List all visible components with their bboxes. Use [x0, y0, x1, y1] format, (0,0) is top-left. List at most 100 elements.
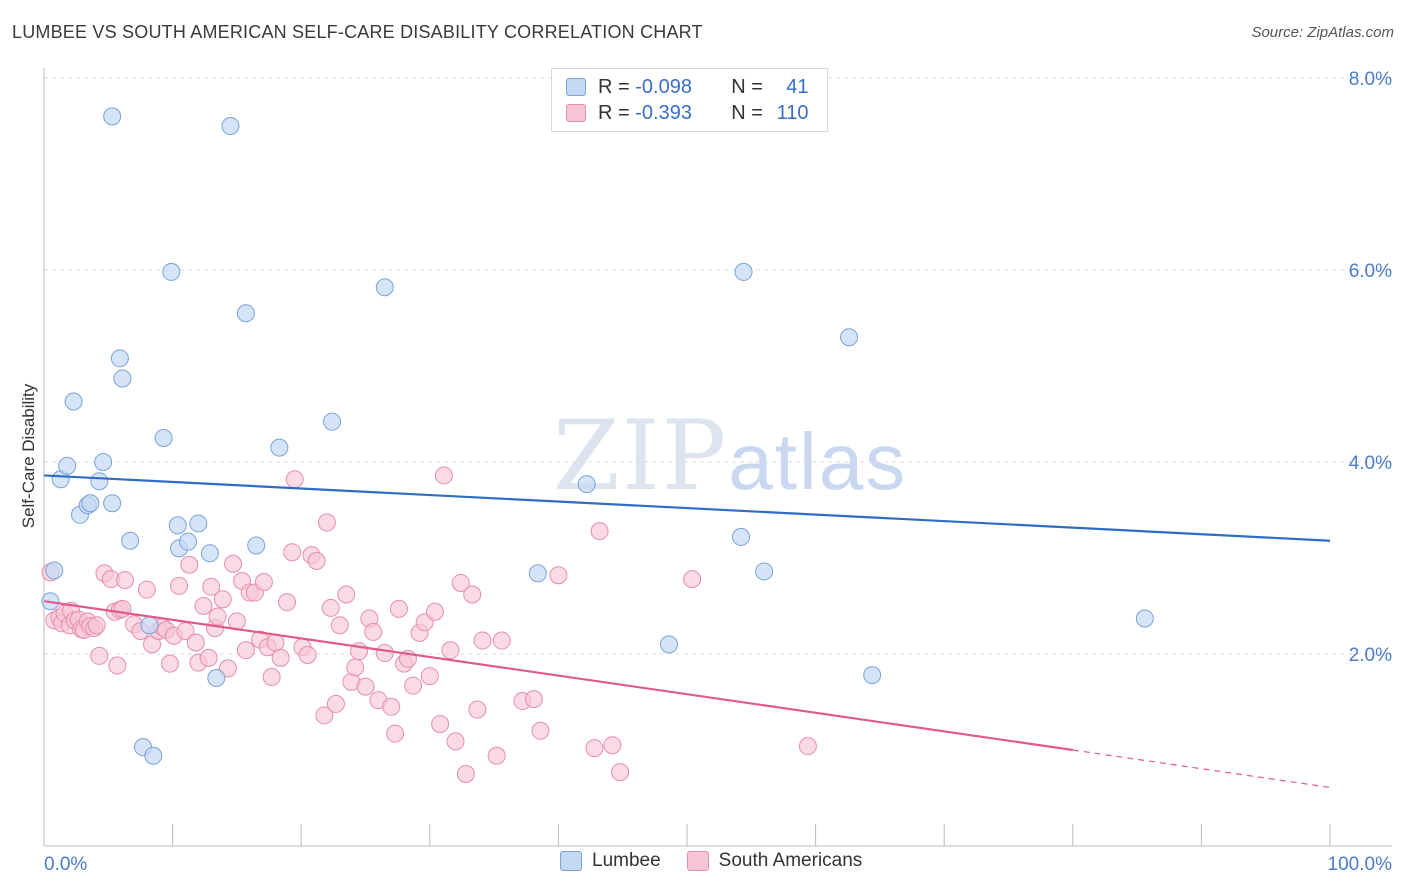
south-americans-trend-extension	[1072, 749, 1331, 789]
south-americans-point	[87, 616, 106, 635]
south-americans-point	[386, 724, 405, 743]
south-americans-point	[463, 585, 482, 604]
lumbee-point	[64, 392, 83, 411]
axis-labels: 2.0% 4.0% 6.0% 8.0% 0.0% 100.0% Self-Care Disa…	[19, 69, 1392, 875]
lumbee-point	[659, 635, 678, 654]
lumbee-point	[221, 117, 240, 135]
south-americans-trend-line	[43, 600, 1073, 752]
lumbee-point	[144, 746, 163, 765]
south-americans-point	[356, 677, 375, 696]
legend-item-lumbee[interactable]: Lumbee	[560, 850, 661, 872]
legend-n-label: N =	[731, 75, 763, 98]
lumbee-point	[113, 369, 132, 388]
series-legend: Lumbee South Americans	[560, 850, 888, 872]
legend-label-lumbee: Lumbee	[592, 850, 661, 871]
lumbee-point	[236, 304, 255, 323]
legend-r-label: R =	[598, 75, 630, 98]
source-label: Source: ZipAtlas.com	[1251, 24, 1394, 41]
south-americans-point	[321, 598, 340, 617]
south-americans-point	[683, 570, 702, 589]
lumbee-point	[207, 669, 226, 687]
y-tick-label: 6.0%	[1349, 261, 1392, 282]
south-americans-point	[180, 555, 199, 574]
lumbee-point	[528, 564, 547, 583]
south-americans-point	[317, 513, 336, 532]
lumbee-point	[121, 531, 140, 550]
south-americans-point	[298, 645, 317, 664]
south-americans-point	[389, 599, 408, 618]
south-americans-point	[283, 543, 302, 562]
legend-n-value: 41	[786, 75, 809, 98]
south-americans-point	[194, 597, 213, 615]
correlation-legend: R = -0.098 N = 41 R = -0.393 N = 110	[551, 68, 828, 132]
lumbee-point	[577, 475, 596, 494]
south-americans-point	[524, 690, 543, 709]
lumbee-point	[168, 516, 187, 535]
south-americans-point	[611, 763, 630, 782]
lumbee-point	[200, 544, 219, 563]
south-americans-point	[170, 576, 189, 595]
south-americans-point	[468, 700, 487, 719]
south-americans-point	[404, 676, 423, 695]
y-axis-title: Self-Care Disability	[19, 383, 38, 528]
south-americans-point	[590, 522, 609, 541]
south-americans-point	[116, 571, 135, 590]
south-americans-point	[451, 573, 470, 592]
south-americans-point	[798, 737, 817, 756]
legend-r-value: -0.393	[635, 101, 692, 124]
lumbee-point	[863, 666, 882, 685]
lumbee-point	[103, 107, 122, 126]
lumbee-point	[270, 438, 289, 457]
lumbee-point	[840, 328, 859, 347]
south-americans-point	[420, 667, 439, 686]
legend-n-label: N =	[731, 101, 763, 124]
south-americans-point	[208, 607, 227, 626]
lumbee-point	[1135, 609, 1154, 628]
south-americans-point	[434, 466, 453, 485]
south-americans-point	[161, 654, 180, 673]
y-tick-label: 4.0%	[1349, 453, 1392, 474]
south-americans-point	[382, 697, 401, 716]
x-tick-label: 0.0%	[44, 854, 87, 875]
south-americans-point	[603, 736, 622, 755]
south-americans-point	[199, 648, 218, 667]
south-americans-point	[441, 641, 460, 660]
south-americans-point	[202, 577, 221, 596]
lumbee-point	[103, 494, 122, 513]
lumbee-point	[58, 456, 77, 475]
axes	[43, 68, 1392, 847]
lumbee-point	[755, 562, 774, 581]
lumbee-point	[81, 494, 100, 513]
watermark: ZIPatlas	[553, 400, 907, 512]
south-americans-point	[446, 732, 465, 751]
legend-n-value: 110	[776, 101, 809, 124]
lumbee-point	[179, 532, 198, 551]
grid-lines	[44, 77, 1392, 655]
south-americans-point	[473, 631, 492, 650]
lumbee-point	[110, 349, 129, 368]
south-americans-point	[186, 633, 205, 652]
legend-r-value: -0.098	[635, 75, 692, 98]
lumbee-point	[90, 472, 109, 491]
lumbee-point	[734, 262, 753, 281]
x-tick-label: 100.0%	[1328, 854, 1393, 875]
legend-row-lumbee: R = -0.098 N = 41	[566, 75, 809, 99]
y-tick-label: 8.0%	[1349, 69, 1392, 90]
south-americans-point	[113, 599, 132, 618]
lumbee-swatch	[566, 78, 586, 96]
south-americans-points	[41, 466, 817, 783]
south-americans-point	[456, 765, 475, 783]
legend-r-label: R =	[598, 101, 630, 124]
south-americans-point	[236, 641, 255, 660]
legend-item-south-americans[interactable]: South Americans	[686, 850, 862, 872]
lumbee-point	[375, 278, 394, 297]
lumbee-point	[162, 262, 181, 281]
trend-lines	[43, 474, 1331, 789]
south-americans-point	[346, 658, 365, 677]
south-americans-point	[278, 593, 297, 612]
south-americans-point	[364, 622, 383, 641]
lumbee-point	[189, 514, 208, 533]
legend-row-south-americans: R = -0.393 N = 110	[566, 101, 809, 125]
south-americans-point	[271, 648, 290, 667]
lumbee-point	[732, 527, 751, 546]
